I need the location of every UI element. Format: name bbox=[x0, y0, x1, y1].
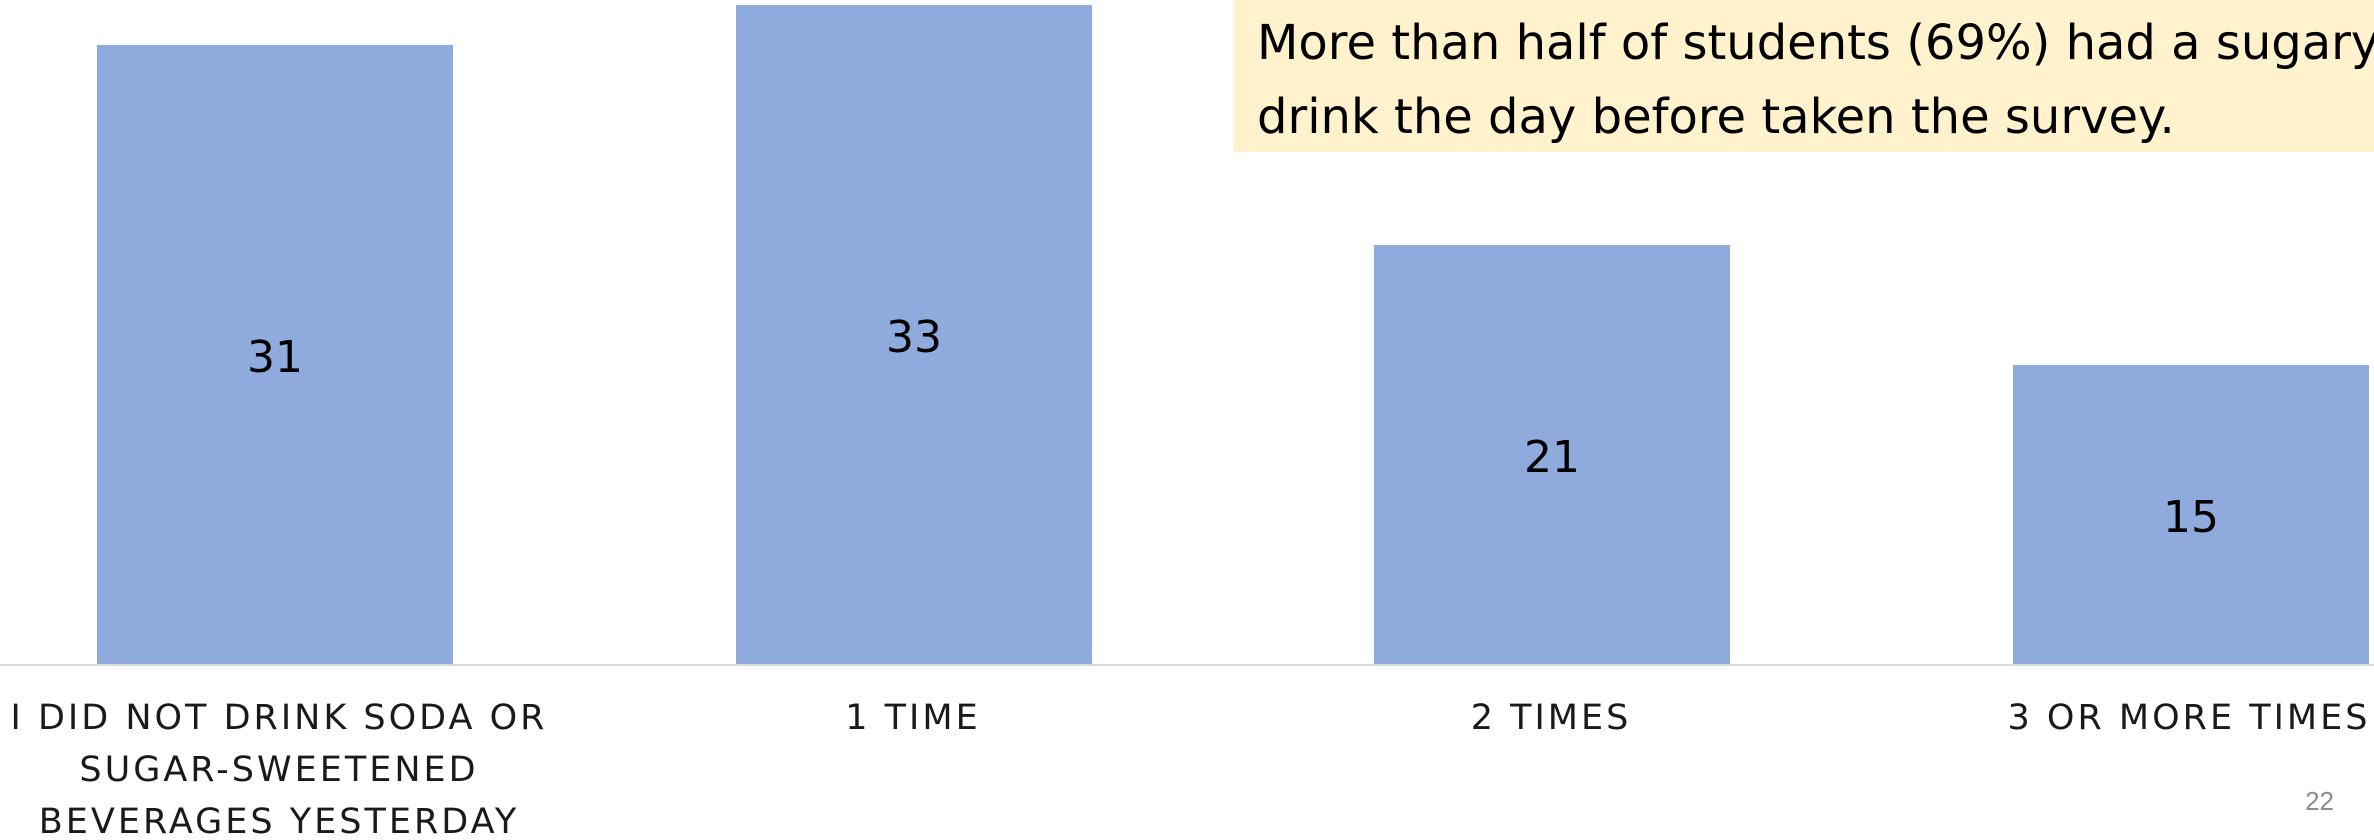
x-tick-label-none: I DID NOT DRINK SODA OR SUGAR-SWEETENED … bbox=[10, 698, 548, 840]
callout-line-1: More than half of students (69%) had a s… bbox=[1257, 15, 2374, 71]
data-label-2-times: 21 bbox=[1524, 432, 1580, 483]
slide-number: 22 bbox=[2305, 786, 2334, 816]
x-tick-label-2-times: 2 TIMES bbox=[1470, 698, 1632, 738]
data-label-3-or-more-times: 15 bbox=[2163, 492, 2219, 543]
bar-3-or-more-times bbox=[2013, 365, 2369, 665]
bar-none bbox=[97, 45, 453, 665]
x-tick-label-3-or-more-times: 3 OR MORE TIMES bbox=[2007, 698, 2371, 738]
callout-line-2: drink the day before taken the survey. bbox=[1257, 89, 2175, 145]
bar-2-times bbox=[1374, 245, 1730, 665]
bars-layer bbox=[97, 5, 2369, 665]
x-tick-label-1-time: 1 TIME bbox=[845, 698, 981, 738]
data-labels-layer: 31 33 21 15 bbox=[247, 312, 2219, 543]
data-label-1-time: 33 bbox=[886, 312, 942, 363]
data-label-none: 31 bbox=[247, 332, 303, 383]
bar-1-time bbox=[736, 5, 1092, 665]
callout-box: More than half of students (69%) had a s… bbox=[1234, 0, 2374, 152]
